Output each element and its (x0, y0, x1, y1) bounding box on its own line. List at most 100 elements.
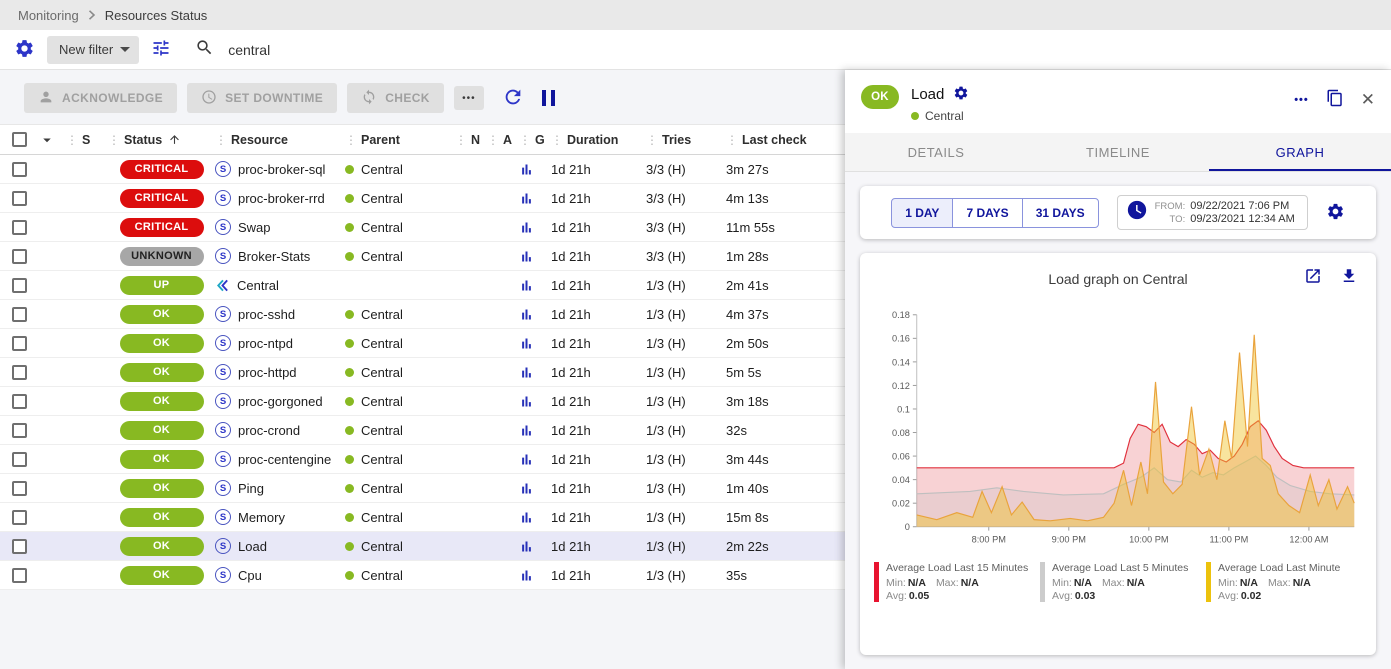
resource-name[interactable]: proc-gorgoned (238, 393, 323, 409)
refresh-button[interactable] (502, 86, 524, 111)
breadcrumb-resources-status[interactable]: Resources Status (104, 7, 208, 23)
table-row[interactable]: CRITICAL S Swap Central 1d 21h 3/3 (H) 1… (0, 213, 845, 242)
row-checkbox[interactable] (11, 451, 27, 467)
check-button[interactable]: CHECK (347, 83, 444, 113)
period-31-days-button[interactable]: 31 DAYS (1021, 197, 1099, 228)
select-all-checkbox[interactable] (11, 132, 27, 147)
from-value[interactable]: 09/22/2021 7:06 PM (1190, 200, 1290, 212)
row-checkbox[interactable] (11, 219, 27, 235)
select-options-caret[interactable] (38, 131, 66, 149)
table-row[interactable]: OK S proc-centengine Central 1d 21h 1/3 … (0, 445, 845, 474)
graph-icon[interactable] (519, 162, 534, 177)
graph-icon[interactable] (519, 452, 534, 467)
parent-name[interactable]: Central (361, 219, 403, 235)
custom-time-range[interactable]: FROM: 09/22/2021 7:06 PM TO: 09/23/2021 … (1116, 195, 1308, 230)
legend-item[interactable]: Average Load Last 5 Minutes Min: N/A Max: N… (1040, 562, 1196, 603)
column-header-last-check[interactable]: Last check (726, 133, 845, 147)
column-header-notification[interactable]: N (455, 133, 487, 147)
row-checkbox[interactable] (11, 509, 27, 525)
load-chart-svg[interactable]: 0.18 0.16 0.14 0.12 0.1 0.08 0.06 0.04 0.02 0 8:00… (872, 307, 1364, 552)
legend-item[interactable]: Average Load Last Minute Min: N/A Max: N/A … (1206, 562, 1362, 603)
row-checkbox[interactable] (11, 306, 27, 322)
graph-icon[interactable] (519, 220, 534, 235)
breadcrumb-monitoring[interactable]: Monitoring (18, 7, 79, 23)
resource-name[interactable]: proc-centengine (238, 451, 332, 467)
table-row[interactable]: CRITICAL S proc-broker-rrd Central 1d 21… (0, 184, 845, 213)
column-header-duration[interactable]: Duration (551, 133, 646, 147)
row-checkbox[interactable] (11, 364, 27, 380)
resource-name[interactable]: proc-httpd (238, 364, 297, 380)
parent-name[interactable]: Central (361, 393, 403, 409)
table-row[interactable]: OK S Ping Central 1d 21h 1/3 (H) 1m 40s (0, 474, 845, 503)
period-7-days-button[interactable]: 7 DAYS (952, 197, 1023, 228)
parent-name[interactable]: Central (361, 364, 403, 380)
close-panel-button[interactable] (1361, 90, 1375, 110)
to-value[interactable]: 09/23/2021 12:34 AM (1190, 213, 1295, 225)
graph-icon[interactable] (519, 307, 534, 322)
panel-more-button[interactable] (1294, 94, 1309, 106)
parent-name[interactable]: Central (361, 451, 403, 467)
resource-name[interactable]: proc-broker-rrd (238, 190, 325, 206)
tab-timeline[interactable]: TIMELINE (1086, 145, 1150, 160)
table-row[interactable]: OK S Cpu Central 1d 21h 1/3 (H) 35s (0, 561, 845, 590)
filter-criterias-button[interactable] (151, 38, 171, 61)
legend-item[interactable]: Average Load Last 15 Minutes Min: N/A Max:… (874, 562, 1030, 603)
resource-name[interactable]: Central (237, 277, 279, 293)
table-row[interactable]: UNKNOWN S Broker-Stats Central 1d 21h 3/… (0, 242, 845, 271)
resource-name[interactable]: Ping (238, 480, 265, 496)
table-row[interactable]: OK S proc-httpd Central 1d 21h 1/3 (H) 5… (0, 358, 845, 387)
column-header-graph[interactable]: G (519, 133, 551, 147)
resource-name[interactable]: Broker-Stats (238, 248, 311, 264)
service-settings-button[interactable] (953, 85, 969, 104)
resource-name[interactable]: proc-broker-sql (238, 161, 326, 177)
pause-autorefresh-button[interactable] (541, 90, 555, 106)
filter-settings-button[interactable] (14, 38, 35, 62)
more-actions-button[interactable] (453, 86, 484, 110)
acknowledge-button[interactable]: ACKNOWLEDGE (24, 83, 178, 113)
table-row[interactable]: OK S proc-gorgoned Central 1d 21h 1/3 (H… (0, 387, 845, 416)
set-downtime-button[interactable]: SET DOWNTIME (187, 83, 338, 113)
resource-name[interactable]: Swap (238, 219, 271, 235)
graph-icon[interactable] (519, 481, 534, 496)
row-checkbox[interactable] (11, 161, 27, 177)
graph-settings-button[interactable] (1326, 202, 1345, 224)
download-graph-button[interactable] (1340, 267, 1358, 288)
parent-name[interactable]: Central (361, 538, 403, 554)
graph-icon[interactable] (519, 568, 534, 583)
graph-icon[interactable] (519, 191, 534, 206)
row-checkbox[interactable] (11, 248, 27, 264)
tab-details[interactable]: DETAILS (907, 145, 965, 160)
resource-name[interactable]: Load (238, 538, 267, 554)
resource-name[interactable]: proc-sshd (238, 306, 296, 322)
parent-name[interactable]: Central (361, 306, 403, 322)
row-checkbox[interactable] (11, 335, 27, 351)
table-row[interactable]: OK S Memory Central 1d 21h 1/3 (H) 15m 8… (0, 503, 845, 532)
row-checkbox[interactable] (11, 277, 27, 293)
row-checkbox[interactable] (11, 422, 27, 438)
graph-icon[interactable] (519, 278, 534, 293)
parent-name[interactable]: Central (361, 161, 403, 177)
table-row[interactable]: CRITICAL S proc-broker-sql Central 1d 21… (0, 155, 845, 184)
column-header-parent[interactable]: Parent (345, 133, 455, 147)
parent-name[interactable]: Central (361, 480, 403, 496)
parent-name[interactable]: Central (361, 567, 403, 583)
row-checkbox[interactable] (11, 538, 27, 554)
table-row[interactable]: OK S proc-sshd Central 1d 21h 1/3 (H) 4m… (0, 300, 845, 329)
graph-icon[interactable] (519, 394, 534, 409)
row-checkbox[interactable] (11, 190, 27, 206)
export-graph-button[interactable] (1304, 267, 1322, 288)
period-1-day-button[interactable]: 1 DAY (891, 197, 954, 228)
resource-name[interactable]: Memory (238, 509, 285, 525)
column-header-severity[interactable]: S (66, 133, 108, 147)
graph-icon[interactable] (519, 336, 534, 351)
table-row[interactable]: OK S proc-crond Central 1d 21h 1/3 (H) 3… (0, 416, 845, 445)
parent-name[interactable]: Central (361, 509, 403, 525)
parent-name[interactable]: Central (361, 248, 403, 264)
graph-icon[interactable] (519, 365, 534, 380)
parent-name[interactable]: Central (361, 335, 403, 351)
search-input[interactable] (228, 41, 629, 58)
copy-link-button[interactable] (1326, 89, 1344, 110)
graph-icon[interactable] (519, 539, 534, 554)
column-header-resource[interactable]: Resource (215, 133, 345, 147)
table-row[interactable]: OK S proc-ntpd Central 1d 21h 1/3 (H) 2m… (0, 329, 845, 358)
